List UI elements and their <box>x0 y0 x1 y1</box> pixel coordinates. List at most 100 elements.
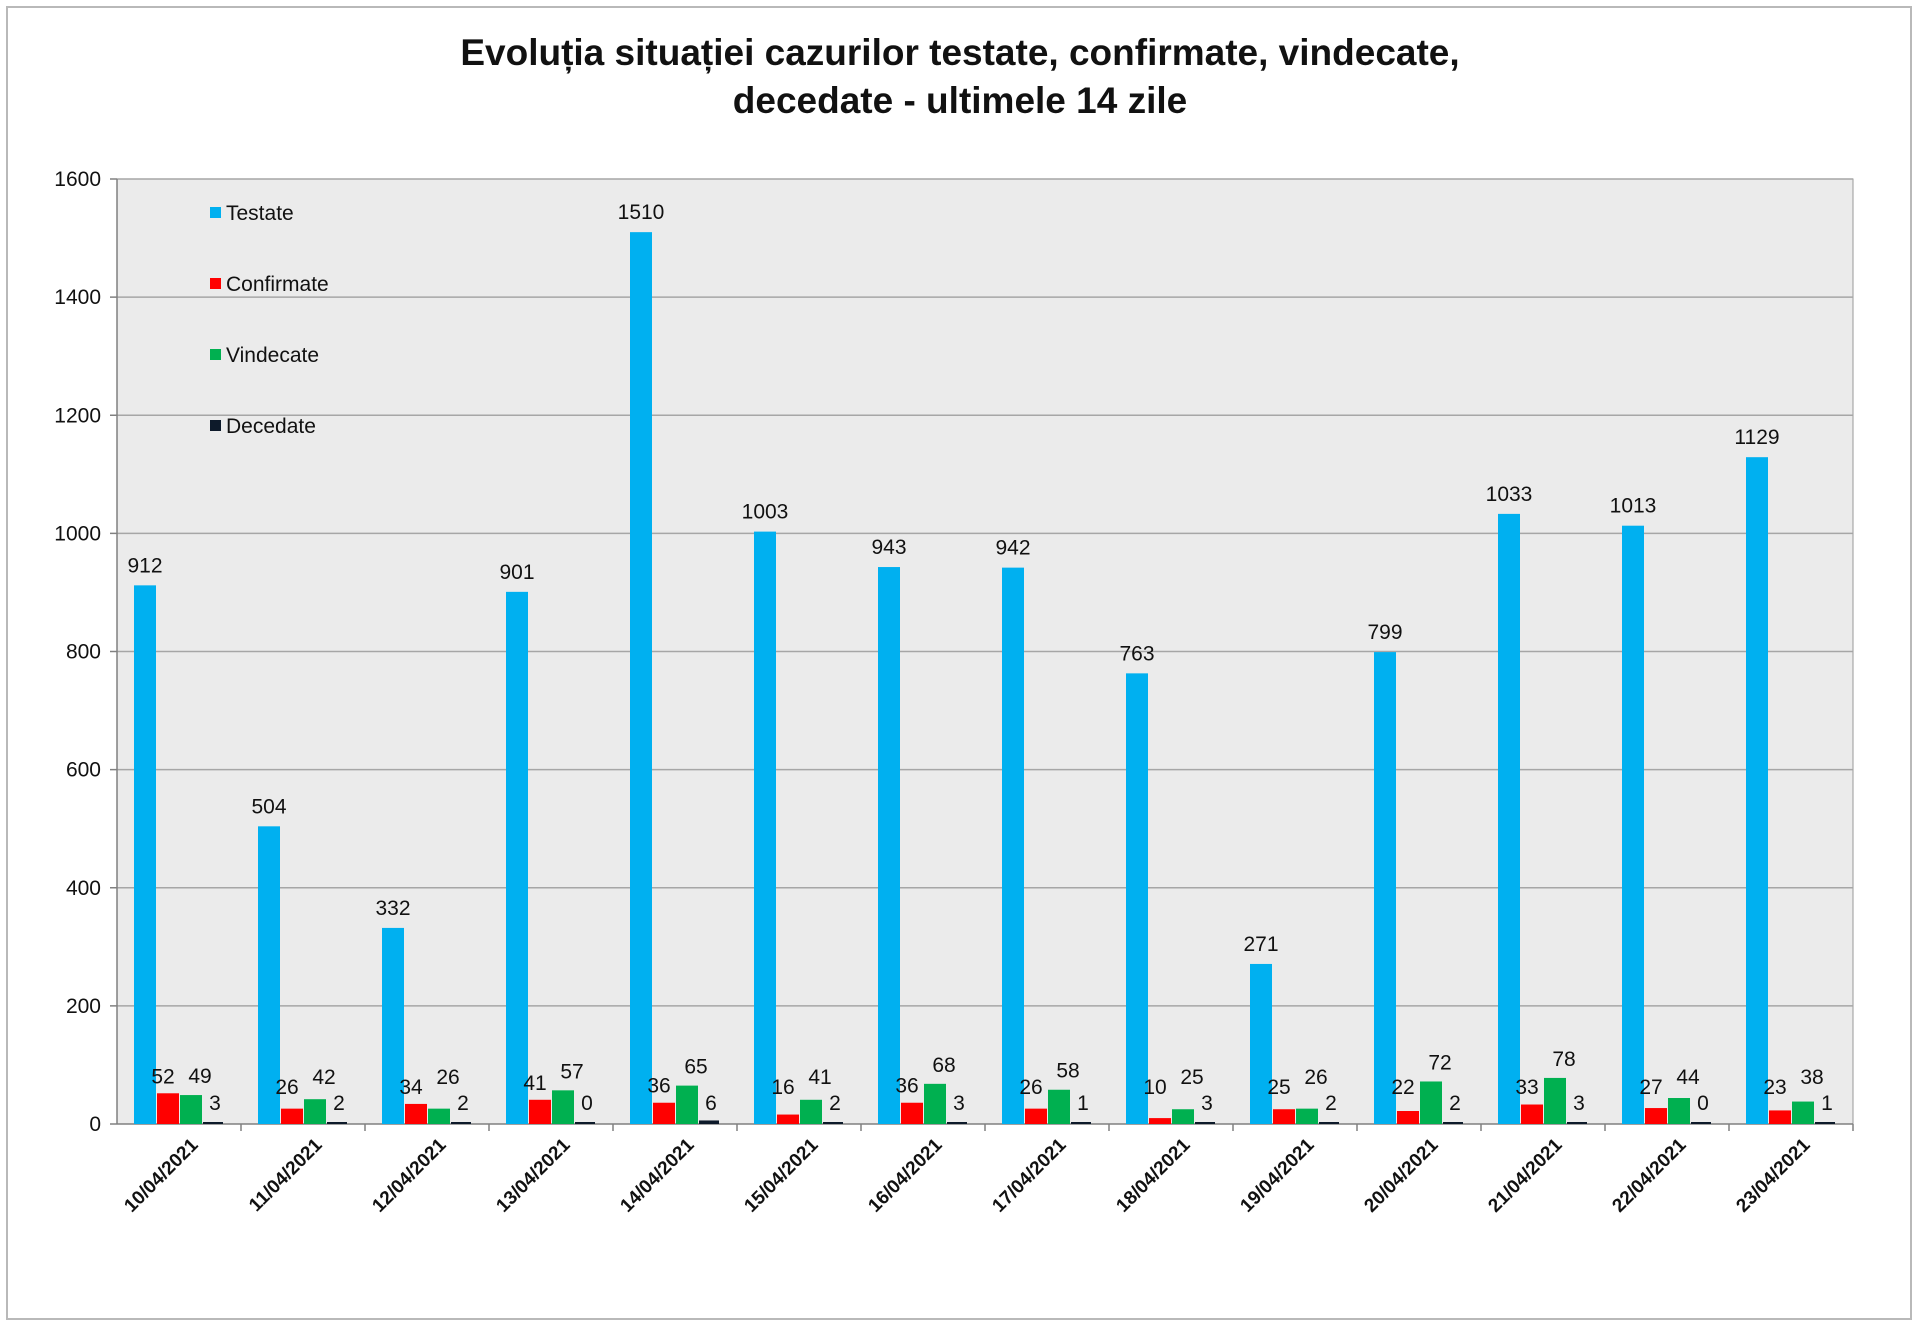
data-label-confirmate: 16 <box>771 1076 794 1099</box>
bar-vindecate <box>1172 1109 1194 1124</box>
data-label-confirmate: 23 <box>1763 1076 1786 1099</box>
data-label-confirmate: 33 <box>1515 1076 1538 1099</box>
bar-confirmate <box>1769 1110 1791 1124</box>
x-tick-label: 13/04/2021 <box>492 1134 574 1216</box>
y-tick-label: 400 <box>66 877 101 900</box>
y-tick-label: 1400 <box>54 286 101 309</box>
data-label-testate: 504 <box>251 795 286 818</box>
bar-testate <box>1250 963 1272 1124</box>
x-tick-label: 19/04/2021 <box>1236 1134 1318 1216</box>
bar-decedate <box>1071 1122 1091 1124</box>
bar-decedate <box>575 1122 595 1124</box>
chart-frame <box>6 6 1912 1320</box>
data-label-decedate: 1 <box>1821 1092 1833 1115</box>
legend-label-vindecate: Vindecate <box>226 344 319 367</box>
y-tick-label: 1000 <box>54 522 101 545</box>
data-label-decedate: 2 <box>1449 1092 1461 1115</box>
y-tick-label: 0 <box>89 1113 101 1136</box>
bar-decedate <box>327 1122 347 1124</box>
data-label-vindecate: 72 <box>1428 1051 1451 1074</box>
bar-confirmate <box>1273 1109 1295 1124</box>
bar-decedate <box>1567 1122 1587 1124</box>
data-label-testate: 1013 <box>1610 495 1657 518</box>
data-label-testate: 912 <box>127 554 162 577</box>
bar-testate <box>1002 567 1024 1124</box>
bar-testate <box>1746 457 1768 1124</box>
y-tick-label: 200 <box>66 995 101 1018</box>
bar-testate <box>1498 513 1520 1124</box>
data-label-testate: 943 <box>871 536 906 559</box>
data-label-decedate: 2 <box>457 1092 469 1115</box>
data-label-decedate: 1 <box>1077 1092 1089 1115</box>
bar-decedate <box>1443 1122 1463 1124</box>
data-label-vindecate: 57 <box>560 1060 583 1083</box>
data-label-vindecate: 49 <box>188 1065 211 1088</box>
bar-confirmate <box>529 1099 551 1124</box>
data-label-testate: 1510 <box>618 201 665 224</box>
bar-vindecate <box>180 1095 202 1124</box>
legend-swatch-testate <box>210 207 221 218</box>
data-label-vindecate: 44 <box>1676 1066 1700 1089</box>
data-label-confirmate: 10 <box>1143 1076 1166 1099</box>
data-label-vindecate: 58 <box>1056 1060 1079 1083</box>
data-label-decedate: 2 <box>333 1092 345 1115</box>
data-label-decedate: 3 <box>953 1092 965 1115</box>
bar-confirmate <box>281 1108 303 1124</box>
data-label-decedate: 0 <box>581 1092 593 1115</box>
legend-label-testate: Testate <box>226 202 294 225</box>
bar-vindecate <box>924 1083 946 1124</box>
data-label-testate: 1129 <box>1734 426 1779 449</box>
data-label-vindecate: 38 <box>1800 1066 1823 1089</box>
legend-swatch-vindecate <box>210 349 221 360</box>
bar-testate <box>754 531 776 1124</box>
data-label-vindecate: 42 <box>312 1066 335 1089</box>
bar-confirmate <box>653 1102 675 1124</box>
legend-swatch-confirmate <box>210 278 221 289</box>
bar-decedate <box>1319 1122 1339 1124</box>
data-label-decedate: 3 <box>1573 1092 1585 1115</box>
bar-testate <box>878 567 900 1124</box>
data-label-decedate: 3 <box>1201 1092 1213 1115</box>
bar-decedate <box>699 1120 719 1124</box>
chart-title-line-2: decedate - ultimele 14 zile <box>732 80 1188 121</box>
data-label-confirmate: 41 <box>523 1072 546 1095</box>
data-label-confirmate: 25 <box>1267 1076 1290 1099</box>
data-label-vindecate: 25 <box>1180 1066 1203 1089</box>
bar-confirmate <box>1397 1111 1419 1124</box>
bar-confirmate <box>1149 1118 1171 1124</box>
x-tick-label: 16/04/2021 <box>864 1134 946 1216</box>
bar-testate <box>1126 673 1148 1124</box>
bar-decedate <box>451 1122 471 1124</box>
bar-confirmate <box>1645 1108 1667 1124</box>
data-label-confirmate: 26 <box>275 1076 298 1099</box>
x-tick-label: 17/04/2021 <box>988 1134 1070 1216</box>
bar-vindecate <box>1544 1077 1566 1124</box>
data-label-vindecate: 41 <box>808 1066 831 1089</box>
bar-confirmate <box>405 1103 427 1124</box>
bar-vindecate <box>1792 1101 1814 1124</box>
bar-confirmate <box>157 1093 179 1124</box>
data-label-vindecate: 26 <box>436 1066 459 1089</box>
legend-label-confirmate: Confirmate <box>226 273 329 296</box>
bar-confirmate <box>1521 1104 1543 1124</box>
bar-decedate <box>1195 1122 1215 1124</box>
data-label-confirmate: 22 <box>1391 1076 1414 1099</box>
bar-confirmate <box>901 1102 923 1124</box>
bar-confirmate <box>1025 1108 1047 1124</box>
bar-vindecate <box>1420 1081 1442 1124</box>
bar-vindecate <box>800 1099 822 1124</box>
x-tick-label: 10/04/2021 <box>120 1134 202 1216</box>
bar-testate <box>382 927 404 1124</box>
data-label-confirmate: 34 <box>399 1076 423 1099</box>
bar-vindecate <box>428 1108 450 1124</box>
data-label-testate: 942 <box>995 537 1030 560</box>
x-tick-label: 14/04/2021 <box>616 1134 698 1216</box>
chart-title-line-1: Evoluția situației cazurilor testate, co… <box>460 32 1460 73</box>
data-label-testate: 799 <box>1367 621 1402 644</box>
bar-decedate <box>1691 1122 1711 1124</box>
bar-vindecate <box>676 1085 698 1124</box>
x-tick-label: 12/04/2021 <box>368 1134 450 1216</box>
bar-confirmate <box>777 1114 799 1124</box>
y-tick-label: 1600 <box>54 168 101 191</box>
